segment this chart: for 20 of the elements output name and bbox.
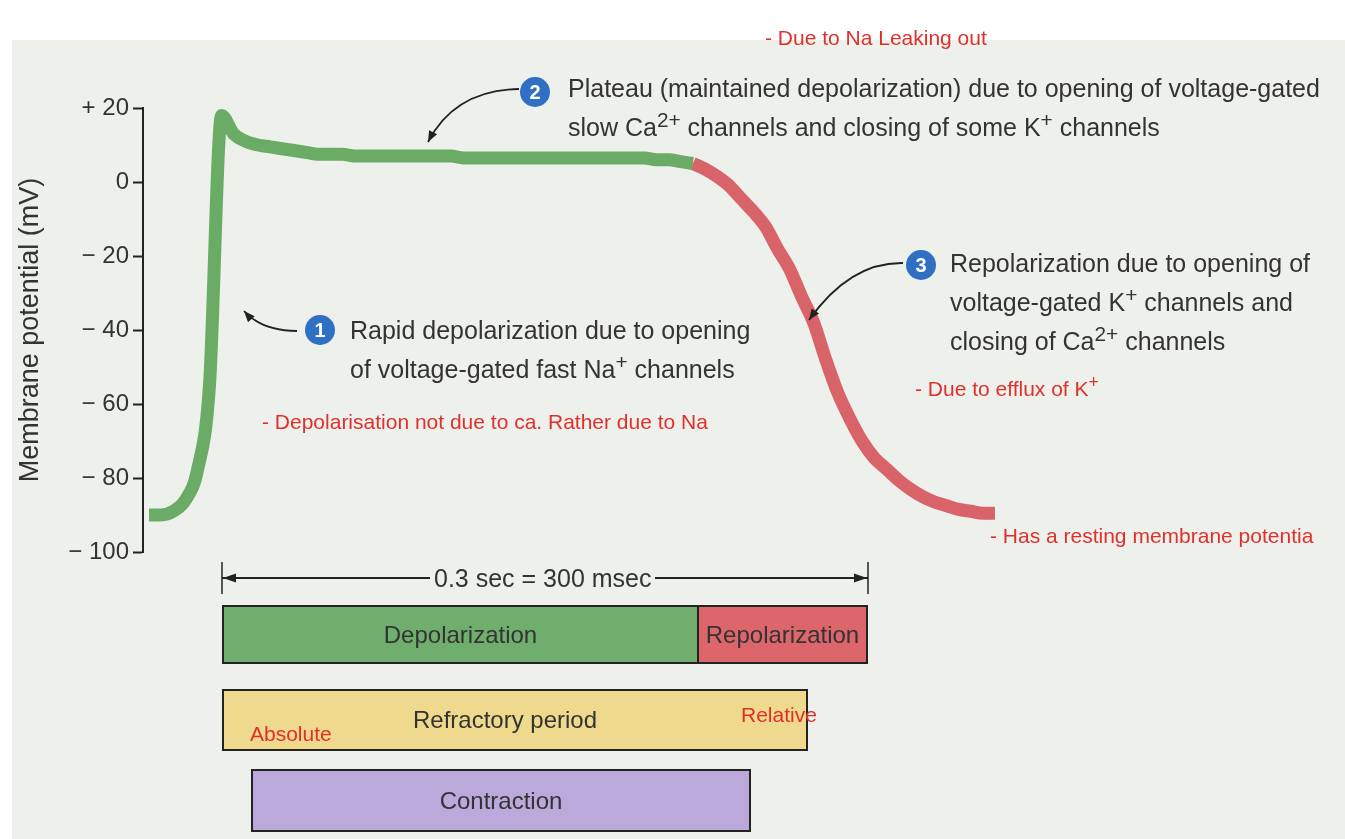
y-tick-label: − 40 xyxy=(81,314,129,342)
annotation: - Due to efflux of K$^{+}$ xyxy=(915,372,1099,401)
phase-box: Repolarization xyxy=(697,605,868,664)
phase-box: Depolarization xyxy=(222,605,699,664)
annotation: Plateau (maintained depolarization) due to opening of voltage-gated slow Ca$^{2+}$ channels and closing of some K$^{+}$ channels xyxy=(568,73,1321,144)
text: - Due to Na Leaking out xyxy=(765,26,987,50)
y-tick-label: − 100 xyxy=(68,536,129,564)
text: Absolute xyxy=(250,722,332,746)
contraction-box: Contraction xyxy=(251,769,751,832)
y-tick-label: 0 xyxy=(115,166,129,194)
text: Repolarization due to opening of voltage-gated K$^{+}$ channels and closing of Ca$^{2+}$ channels xyxy=(950,249,1310,356)
annotation: Rapid depolarization due to opening of voltage-gated fast Na$^{+}$ channels xyxy=(350,315,752,386)
annotation: - Has a resting membrane potentia xyxy=(990,524,1314,548)
y-tick-label: + 20 xyxy=(81,92,129,120)
y-tick-label: − 80 xyxy=(81,462,129,490)
y-axis-title: Membrane potential (mV) xyxy=(13,177,44,483)
text: 0.3 sec = 300 msec xyxy=(430,563,656,594)
y-tick-label: − 60 xyxy=(81,388,129,416)
y-tick-label: − 20 xyxy=(81,240,129,268)
annotation: - Depolarisation not due to ca. Rather due to Na xyxy=(262,410,708,434)
